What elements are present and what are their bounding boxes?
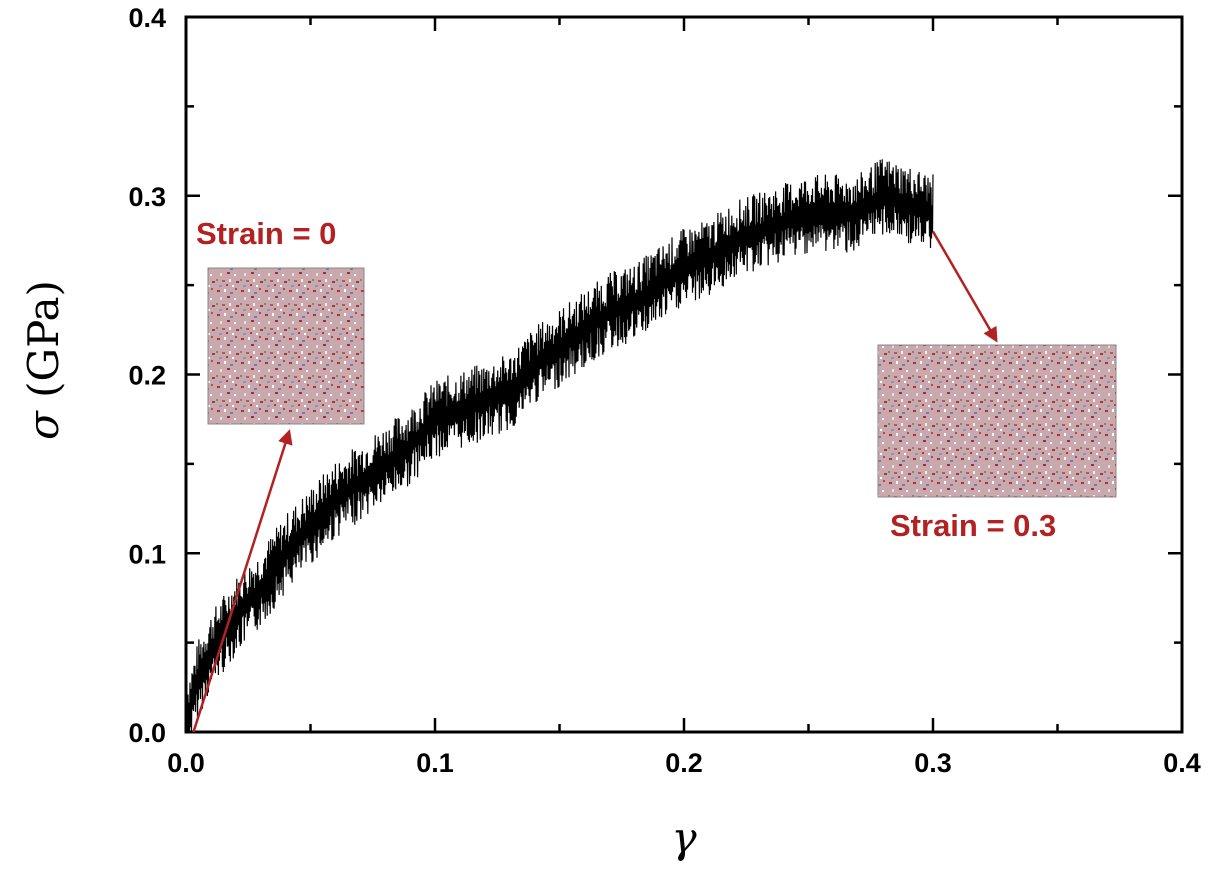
y-tick-label: 0.1 — [128, 539, 166, 569]
axis-tick-labels: 0.0 0.1 0.2 0.3 0.4 0.0 0.1 0.2 0.3 0.4 — [128, 3, 1200, 778]
x-tick-label: 0.1 — [416, 748, 454, 778]
x-axis-title: γ — [671, 813, 697, 862]
stress-strain-line — [185, 159, 934, 733]
inset-image-strain-03 — [877, 344, 1117, 498]
x-tick-label: 0.4 — [1163, 748, 1201, 778]
x-tick-label: 0.3 — [914, 748, 952, 778]
plot-frame — [184, 15, 1184, 734]
annotation-strain-03: Strain = 0.3 — [890, 508, 1056, 543]
inset-strain-0: Strain = 0 — [196, 216, 365, 425]
inset-strain-03: Strain = 0.3 — [877, 344, 1117, 543]
y-tick-label: 0.2 — [128, 361, 166, 391]
y-tick-label: 0.0 — [128, 718, 166, 748]
y-tick-label: 0.3 — [128, 182, 166, 212]
y-axis-unit: (GPa) — [19, 280, 68, 411]
x-tick-label: 0.0 — [167, 748, 205, 778]
inset-image-strain-0 — [207, 267, 365, 425]
y-axis-symbol: σ — [19, 410, 68, 440]
arrow-strain-03 — [931, 230, 998, 343]
arrow-strain-0 — [192, 429, 293, 733]
x-tick-label: 0.2 — [665, 748, 703, 778]
y-tick-label: 0.4 — [128, 3, 166, 33]
y-axis-title: σ (GPa) — [19, 280, 68, 440]
annotation-strain-0: Strain = 0 — [196, 216, 336, 251]
